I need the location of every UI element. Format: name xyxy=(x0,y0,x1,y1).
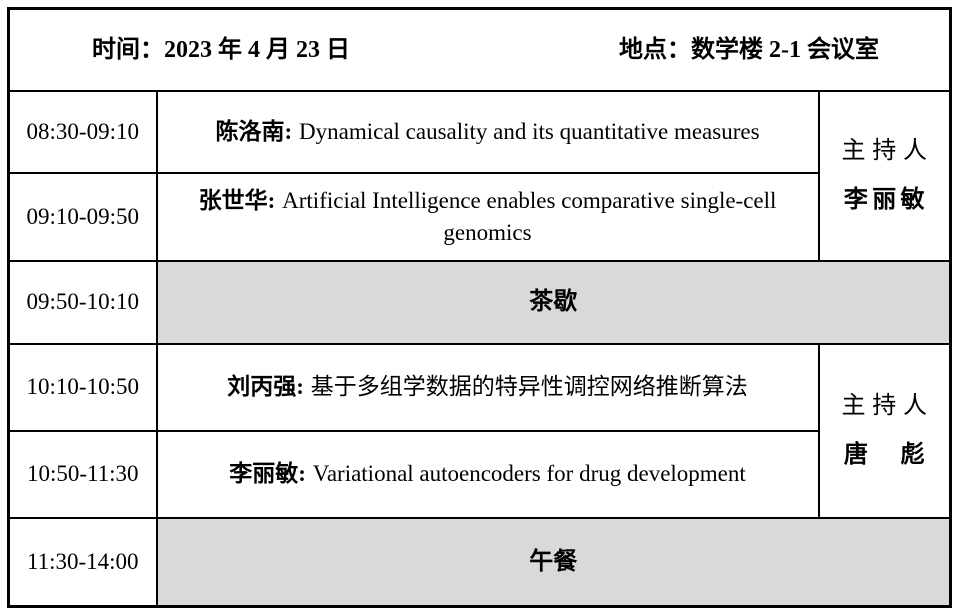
break-cell: 午餐 xyxy=(155,516,952,608)
talk-title: Dynamical causality and its quantitative… xyxy=(299,118,760,144)
speaker-name: 陈洛南: xyxy=(215,118,293,144)
table-row: 08:30-09:10 陈洛南: Dynamical causality and … xyxy=(7,89,952,262)
speaker-name: 张世华: xyxy=(198,188,276,214)
header-row: 时间：2023 年 4 月 23 日 地点：数学楼 2-1 会议室 xyxy=(7,7,952,92)
venue-label: 地点：数学楼 2-1 会议室 xyxy=(619,36,880,63)
talk-content: 张世华: Artificial Intelligence enables comp… xyxy=(188,181,788,251)
break-cell: 茶歇 xyxy=(155,259,952,345)
chair-name: 唐 彪 xyxy=(843,441,929,468)
time-cell: 09:50-10:10 xyxy=(7,259,158,345)
table-row: 09:50-10:10 茶歇 xyxy=(7,259,952,345)
header-cell: 时间：2023 年 4 月 23 日 地点：数学楼 2-1 会议室 xyxy=(7,7,952,92)
time-cell: 09:10-09:50 xyxy=(7,171,158,262)
chair-content: 主持人 唐 彪 xyxy=(820,390,950,471)
talk-cell: 张世华: Artificial Intelligence enables comp… xyxy=(155,171,820,262)
chair-label: 主持人 xyxy=(841,138,934,165)
time-cell: 11:30-14:00 xyxy=(7,516,158,608)
talk-content: 刘丙强: 基于多组学数据的特异性调控网络推断算法 xyxy=(158,367,818,406)
talk-cell: 李丽敏: Variational autoencoders for drug de… xyxy=(155,429,820,519)
speaker-name: 刘丙强: xyxy=(227,374,304,400)
talk-content: 李丽敏: Variational autoencoders for drug de… xyxy=(158,454,818,493)
date-label: 时间：2023 年 4 月 23 日 xyxy=(92,36,350,63)
talk-cell: 刘丙强: 基于多组学数据的特异性调控网络推断算法 xyxy=(155,342,820,432)
table-row: 10:10-10:50 刘丙强: 基于多组学数据的特异性调控网络推断算法 主持人 … xyxy=(7,342,952,519)
talk-content: 陈洛南: Dynamical causality and its quantita… xyxy=(158,112,818,151)
speaker-name: 李丽敏: xyxy=(229,461,306,487)
table-row: 10:50-11:30 李丽敏: Variational autoencoders… xyxy=(7,429,951,519)
schedule-table: 时间：2023 年 4 月 23 日 地点：数学楼 2-1 会议室 08:30-… xyxy=(7,7,953,608)
chair-content: 主持人 李丽敏 xyxy=(820,135,950,216)
table-row: 11:30-14:00 午餐 xyxy=(7,516,952,608)
talk-title: Variational autoencoders for drug develo… xyxy=(312,461,746,487)
talk-title: Artificial Intelligence enables comparat… xyxy=(282,188,777,245)
time-cell: 10:50-11:30 xyxy=(7,429,158,519)
talk-title: 基于多组学数据的特异性调控网络推断算法 xyxy=(310,374,748,400)
talk-cell: 陈洛南: Dynamical causality and its quantita… xyxy=(155,89,820,174)
time-cell: 08:30-09:10 xyxy=(7,89,158,174)
chair-cell: 主持人 唐 彪 xyxy=(817,342,952,519)
chair-name: 李丽敏 xyxy=(843,186,929,213)
time-cell: 10:10-10:50 xyxy=(7,342,158,432)
table-row: 09:10-09:50 张世华: Artificial Intelligence … xyxy=(7,171,951,262)
chair-label: 主持人 xyxy=(841,393,934,420)
chair-cell: 主持人 李丽敏 xyxy=(817,89,952,262)
header-content: 时间：2023 年 4 月 23 日 地点：数学楼 2-1 会议室 xyxy=(10,34,949,66)
